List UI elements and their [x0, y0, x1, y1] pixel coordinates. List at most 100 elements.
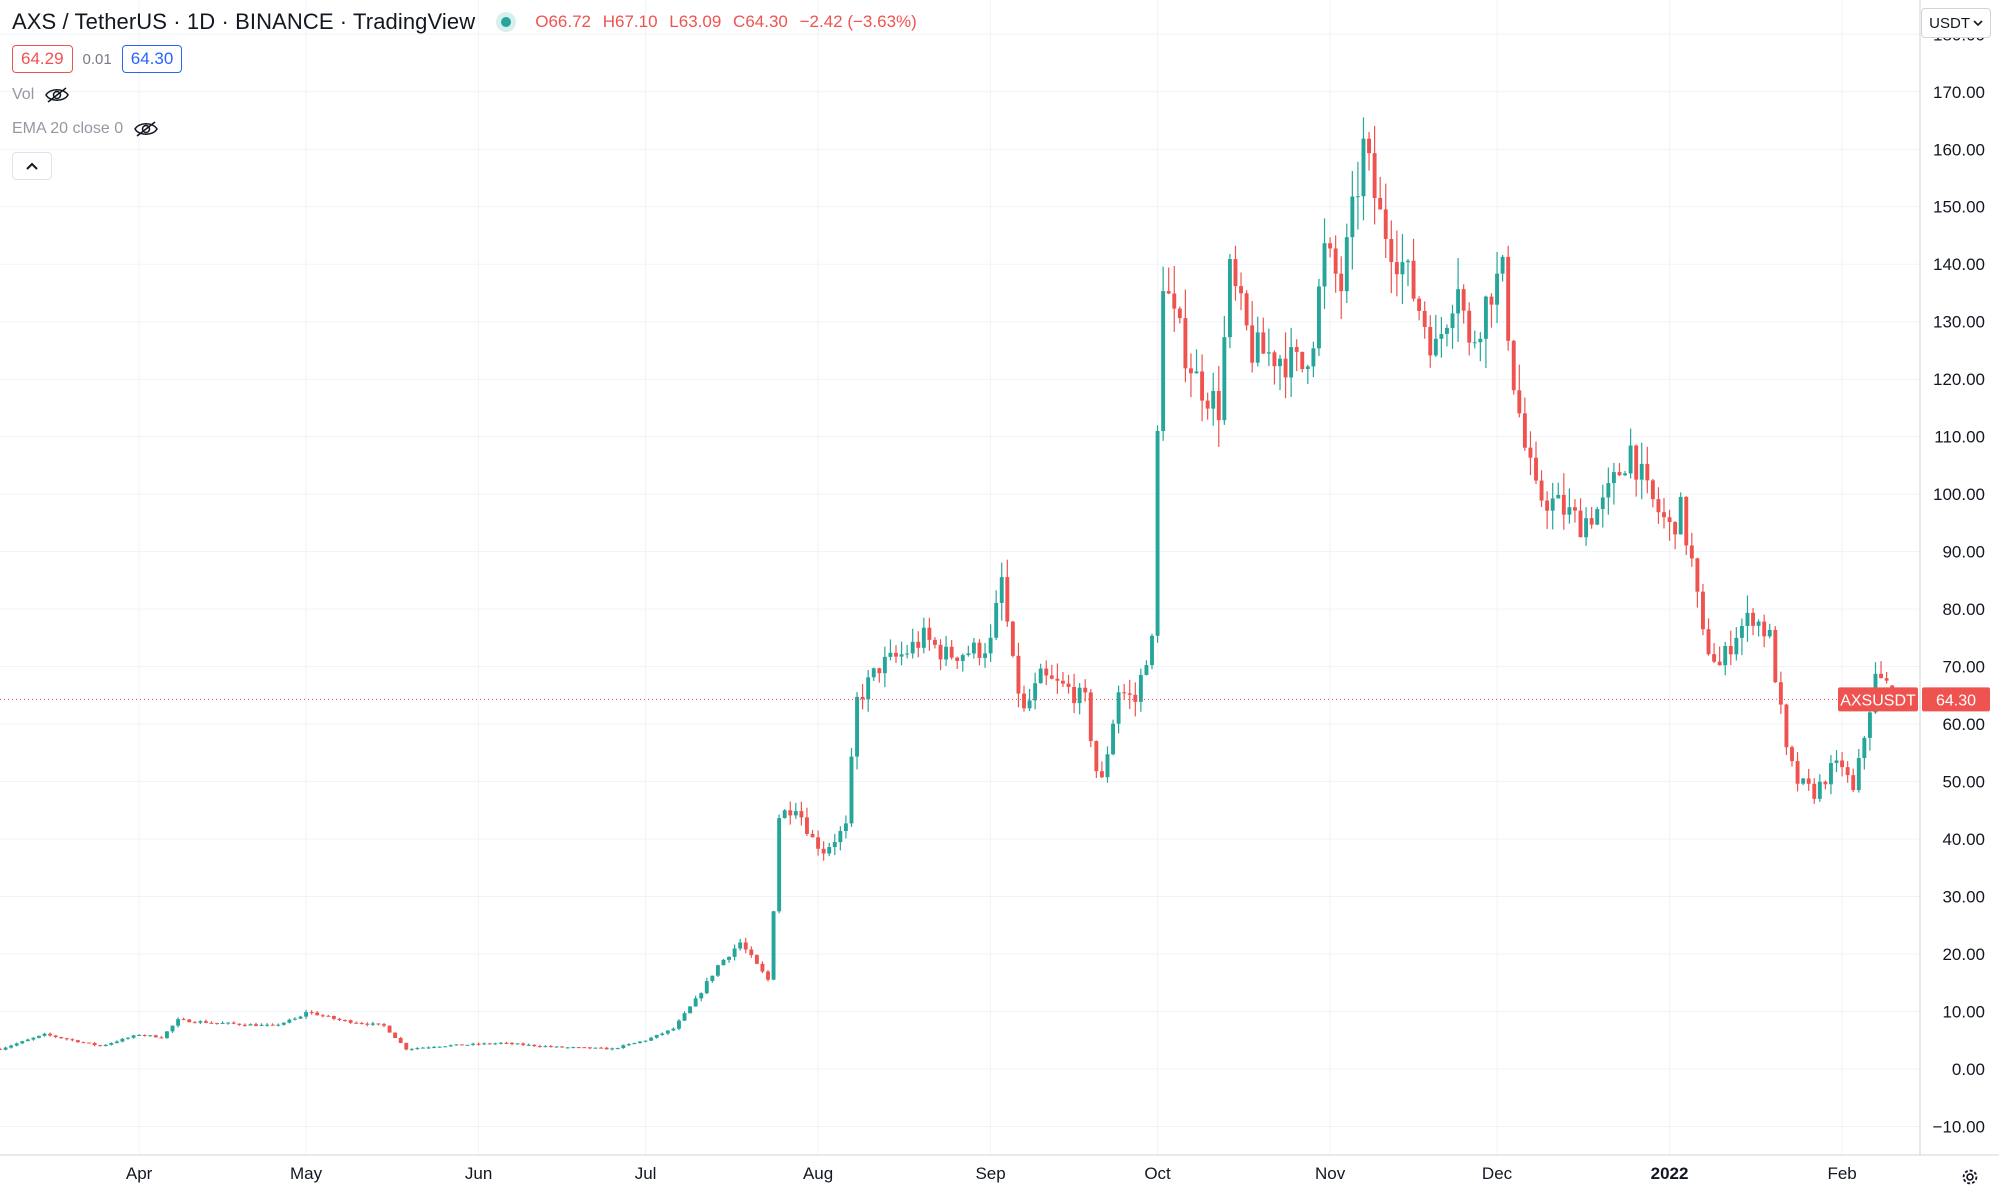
- candle-body: [605, 1048, 609, 1050]
- candle-body: [1818, 782, 1822, 799]
- candle-body: [766, 972, 770, 980]
- candle-body: [1311, 348, 1315, 366]
- candle-body: [861, 697, 865, 699]
- candle-body: [104, 1045, 108, 1046]
- candle-body: [1328, 243, 1332, 248]
- close-label: C: [733, 12, 745, 31]
- candle-body: [1662, 512, 1666, 517]
- candle-body: [193, 1022, 197, 1023]
- candle-body: [20, 1041, 24, 1043]
- candle-body: [1178, 309, 1182, 319]
- y-tick-label: 40.00: [1942, 830, 1985, 849]
- candle-body: [187, 1019, 191, 1022]
- candle-body: [1623, 473, 1627, 475]
- candle-body: [215, 1023, 219, 1024]
- candle-body: [382, 1024, 386, 1026]
- candle-body: [1712, 654, 1716, 662]
- candle-body: [443, 1046, 447, 1047]
- candle-body: [1378, 198, 1382, 209]
- candle-body: [1000, 577, 1004, 603]
- candle-body: [226, 1023, 230, 1024]
- sell-button[interactable]: 64.29: [12, 45, 73, 73]
- symbol-price-label: AXSUSDT: [1840, 692, 1916, 709]
- buy-button[interactable]: 64.30: [122, 45, 183, 73]
- candle-body: [1551, 498, 1555, 510]
- candle-body: [671, 1029, 675, 1031]
- candle-body: [1234, 259, 1238, 286]
- candle-body: [1473, 342, 1477, 343]
- candle-body: [488, 1043, 492, 1044]
- candle-body: [15, 1043, 19, 1045]
- indicator-vol[interactable]: Vol: [12, 86, 70, 104]
- candle-body: [1456, 289, 1460, 313]
- candle-body: [1117, 692, 1121, 723]
- eye-off-icon[interactable]: [44, 86, 70, 104]
- candle-body: [1490, 297, 1494, 305]
- candle-body: [137, 1035, 141, 1036]
- candle-body: [1384, 209, 1388, 239]
- candle-body: [1373, 153, 1377, 198]
- candle-body: [1083, 688, 1087, 693]
- x-tick-label: Feb: [1827, 1164, 1856, 1183]
- symbol-title[interactable]: AXS / TetherUS · 1D · BINANCE · TradingV…: [12, 9, 475, 35]
- candle-body: [0, 1049, 2, 1050]
- candle-body: [1078, 688, 1082, 703]
- candle-body: [978, 643, 982, 658]
- eye-off-icon[interactable]: [133, 120, 159, 138]
- x-tick-label: Nov: [1315, 1164, 1346, 1183]
- candle-body: [577, 1047, 581, 1048]
- gear-icon[interactable]: [1959, 1166, 1981, 1188]
- candle-body: [1540, 481, 1544, 501]
- candle-body: [1306, 366, 1310, 369]
- candle-body: [582, 1047, 586, 1048]
- candle-body: [855, 697, 859, 757]
- candle-body: [37, 1036, 41, 1038]
- candle-body: [666, 1030, 670, 1033]
- candle-body: [1033, 683, 1037, 700]
- currency-selector[interactable]: USDT: [1921, 8, 1991, 38]
- collapse-legend-button[interactable]: [12, 152, 52, 180]
- y-tick-label: 80.00: [1942, 600, 1985, 619]
- candle-body: [9, 1046, 13, 1048]
- candle-body: [549, 1046, 553, 1047]
- x-tick-label: May: [290, 1164, 323, 1183]
- candle-body: [176, 1019, 180, 1026]
- candle-body: [794, 811, 798, 815]
- candle-body: [1289, 347, 1293, 377]
- candle-body: [260, 1025, 264, 1026]
- candle-body: [1773, 630, 1777, 682]
- candle-body: [827, 847, 831, 854]
- candle-body: [1239, 286, 1243, 293]
- candle-body: [109, 1043, 113, 1045]
- indicator-ema[interactable]: EMA 20 close 0: [12, 120, 159, 138]
- y-tick-label: 60.00: [1942, 715, 1985, 734]
- candle-body: [4, 1048, 8, 1050]
- x-tick-label: Oct: [1144, 1164, 1171, 1183]
- candle-body: [1295, 347, 1299, 352]
- candle-body: [265, 1025, 269, 1026]
- candle-body: [1746, 613, 1750, 626]
- low-value: 63.09: [679, 12, 722, 31]
- candle-body: [1718, 662, 1722, 666]
- change-value: −2.42 (−3.63%): [800, 12, 917, 31]
- candle-body: [560, 1047, 564, 1048]
- candle-body: [799, 811, 803, 817]
- open-value: 66.72: [548, 12, 591, 31]
- candle-body: [1161, 291, 1165, 431]
- candle-body: [393, 1033, 397, 1038]
- candle-body: [120, 1039, 124, 1042]
- candle-body: [1005, 577, 1009, 621]
- currency-label: USDT: [1929, 15, 1970, 32]
- candle-body: [299, 1017, 303, 1019]
- candle-body: [927, 628, 931, 640]
- candle-body: [1412, 261, 1416, 299]
- candle-body: [772, 911, 776, 979]
- candle-body: [1211, 391, 1215, 409]
- x-tick-label: Jul: [635, 1164, 657, 1183]
- candle-body: [1656, 499, 1660, 512]
- candle-body: [1779, 682, 1783, 704]
- candle-body: [1356, 196, 1360, 197]
- candle-body: [922, 628, 926, 648]
- candle-body: [1183, 318, 1187, 368]
